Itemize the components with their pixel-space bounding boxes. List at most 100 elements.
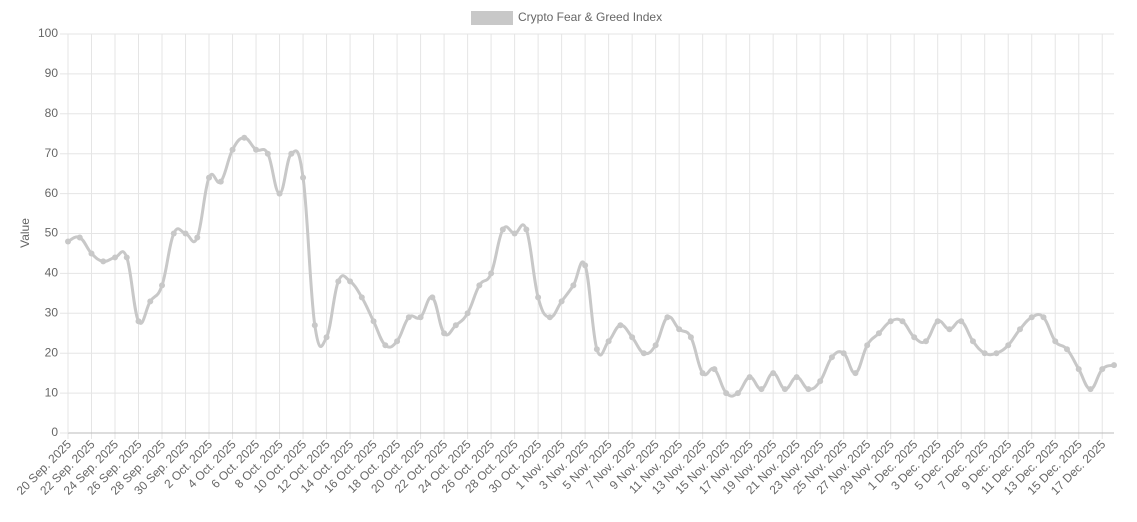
point [875,330,882,337]
point [1075,366,1082,373]
y-tick-label: 100 [38,26,58,40]
point [88,250,95,257]
point [535,294,542,301]
point [253,146,260,153]
point [1111,362,1117,369]
point [159,282,166,289]
point [347,278,354,285]
y-tick-label: 10 [45,385,59,399]
y-tick-label: 20 [45,345,59,359]
point [311,322,318,329]
point [170,230,177,237]
point [288,150,295,157]
point [711,366,718,373]
point [300,174,307,181]
point [946,326,953,333]
y-tick-label: 40 [45,266,59,280]
y-axis-title: Value [18,218,32,248]
point [1016,326,1023,333]
y-tick-label: 70 [45,146,59,160]
point [887,318,894,325]
point [1040,314,1047,321]
point [758,386,765,393]
point [958,318,965,325]
point [993,350,1000,357]
point [464,310,471,317]
point [65,238,71,245]
point [276,190,283,197]
point [934,318,941,325]
point [899,318,906,325]
point [488,270,495,277]
point [76,234,83,241]
point [452,322,459,329]
point [499,226,506,233]
point [793,374,800,381]
point [229,146,236,153]
y-tick-label: 30 [45,305,59,319]
y-tick-label: 0 [51,425,58,439]
point [358,294,365,301]
point [1099,366,1106,373]
point [734,390,741,397]
point [135,318,142,325]
point [582,262,589,269]
point [476,282,483,289]
point [840,350,847,357]
point [687,334,694,341]
point [558,298,565,305]
point [335,278,342,285]
point [652,342,659,349]
point [1028,314,1035,321]
point [323,334,330,341]
point [123,254,130,261]
y-tick-label: 90 [45,66,59,80]
point [394,338,401,345]
point [817,378,824,385]
point [864,342,871,349]
point [241,134,248,141]
point [182,230,189,237]
point [911,334,918,341]
point [699,370,706,377]
point [1063,346,1070,353]
point [593,346,600,353]
point [405,314,412,321]
point [217,178,224,185]
point [511,230,518,237]
point [570,282,577,289]
legend-swatch[interactable] [471,11,513,25]
point [781,386,788,393]
point [100,258,107,265]
point [417,314,424,321]
point [640,350,647,357]
point [828,354,835,361]
legend-label[interactable]: Crypto Fear & Greed Index [518,10,662,24]
point [676,326,683,333]
point [605,338,612,345]
point [441,330,448,337]
point [1005,342,1012,349]
point [264,150,271,157]
point [629,334,636,341]
point [664,314,671,321]
point [523,226,530,233]
point [723,390,730,397]
point [382,342,389,349]
point [746,374,753,381]
point [429,294,436,301]
point [370,318,377,325]
point [805,386,812,393]
y-tick-label: 60 [45,186,59,200]
point [1052,338,1059,345]
point [194,234,201,241]
y-tick-label: 50 [45,226,59,240]
point [546,314,553,321]
y-tick-label: 80 [45,106,59,120]
point [981,350,988,357]
point [1087,386,1094,393]
point [206,174,213,181]
point [617,322,624,329]
line [67,136,1115,398]
